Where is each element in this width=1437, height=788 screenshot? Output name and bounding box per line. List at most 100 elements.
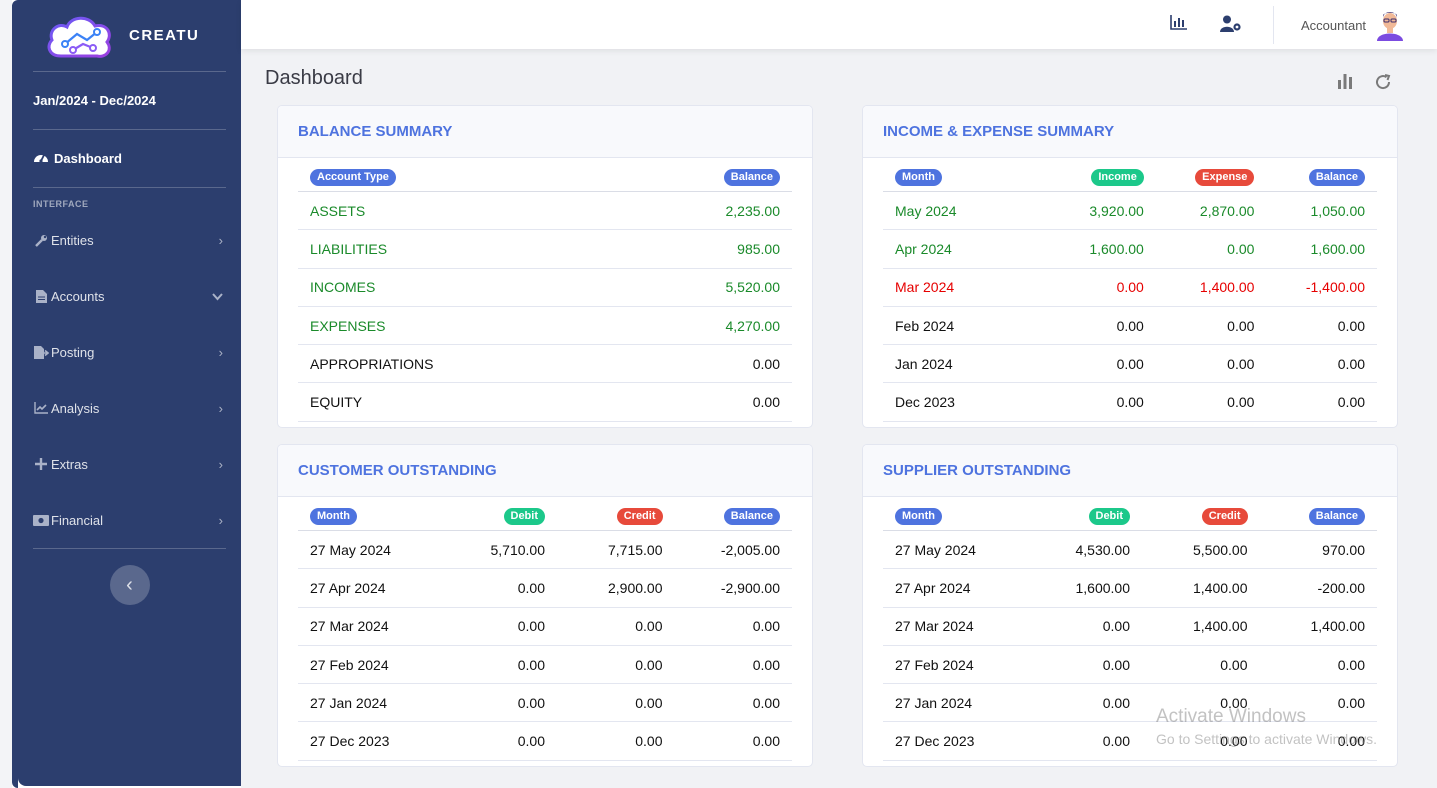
refresh-icon[interactable] [1374,73,1392,96]
avatar[interactable] [1375,9,1405,41]
table-row: 27 Mar 2024 0.00 0.00 0.00 [298,608,792,646]
window-left-border [12,0,18,788]
column-header-badge[interactable]: Month [895,508,942,525]
table-cell: 27 Feb 2024 [895,656,974,673]
table-cell: 0.00 [1337,656,1365,673]
chevron-down-icon [212,289,223,304]
table-cell: 27 Feb 2024 [310,656,389,673]
table-cell: 0.00 [635,618,663,635]
table-cell: 0.00 [517,579,545,596]
table-row: EXPENSES 4,270.00 [298,307,792,346]
table-cell: 0.00 [1102,618,1130,635]
table-row: EQUITY 0.00 [298,383,792,422]
sidebar-item-label: Extras [51,456,88,472]
card-header: SUPPLIER OUTSTANDING [863,445,1397,497]
table-cell: 5,520.00 [725,279,781,296]
card-header: CUSTOMER OUTSTANDING [278,445,812,497]
sidebar-item-label: Dashboard [54,151,122,166]
sidebar-item-extras[interactable]: Extras › [18,436,241,492]
column-header-badge[interactable]: Credit [1201,508,1248,525]
balance-summary-card: BALANCE SUMMARY Account Type Balance ASS… [277,105,813,428]
table-row: 27 Jan 2024 0.00 0.00 0.00 [298,684,792,723]
column-header-badge[interactable]: Debit [503,508,545,525]
sidebar-toggle-button[interactable]: ‹ [109,565,150,605]
sidebar-item-posting[interactable]: Posting › [18,324,241,380]
activate-windows-watermark: Activate Windows Go to Settings to activ… [1156,706,1377,747]
table-row: ASSETS 2,235.00 [298,192,792,231]
table-cell: Apr 2024 [895,240,952,257]
table-row: Dec 2023 0.00 0.00 0.00 [883,383,1377,422]
table-cell: APPROPRIATIONS [310,355,434,372]
table-row: 27 May 2024 5,710.00 7,715.00 -2,005.00 [298,531,792,570]
table-cell: 0.00 [1337,694,1365,711]
sidebar-item-entities[interactable]: Entities › [18,212,241,268]
table-row: 27 Jan 2024 0.00 0.00 0.00 [883,684,1377,723]
sidebar-item-accounts[interactable]: Accounts [18,268,241,324]
table-cell: 27 Mar 2024 [895,618,974,635]
sidebar-item-label: Accounts [51,288,105,304]
column-header-badge[interactable]: Debit [1088,508,1130,525]
chevron-right-icon: › [218,456,223,472]
table-cell: 0.00 [1102,656,1130,673]
table-cell: 1,600.00 [1075,579,1131,596]
table-cell: -200.00 [1317,579,1365,596]
table-row: APPROPRIATIONS 0.00 [298,345,792,384]
table-cell: 0.00 [1116,317,1144,334]
page-title: Dashboard [265,67,363,89]
sidebar-divider [33,187,226,188]
sidebar-item-dashboard[interactable]: Dashboard [18,130,241,187]
chevron-right-icon: › [218,400,223,416]
table-cell: 4,530.00 [1075,541,1131,558]
table-cell: 3,920.00 [1089,202,1144,219]
column-header-badge[interactable]: Month [895,169,942,186]
plus-icon [33,458,49,470]
brand[interactable]: CREATU [18,0,241,71]
table-header-row: Month Debit Credit Balance [298,497,792,531]
column-header-badge[interactable]: Expense [1195,169,1255,186]
user-settings-icon[interactable] [1220,15,1242,37]
table-cell: 27 Apr 2024 [310,579,386,596]
table-cell: 5,500.00 [1193,541,1248,558]
user-name[interactable]: Accountant [1301,18,1367,33]
table-cell: 0.00 [1116,279,1144,296]
window-left-edge [0,0,12,788]
table-cell: 0.00 [1102,694,1130,711]
table-cell: 2,900.00 [608,579,663,596]
table-row: Apr 2024 1,600.00 0.00 1,600.00 [883,230,1377,269]
table-row: 27 Apr 2024 1,600.00 1,400.00 -200.00 [883,569,1377,608]
table-cell: 0.00 [1220,733,1248,750]
sidebar-item-label: Analysis [51,400,100,416]
period-label[interactable]: Jan/2024 - Dec/2024 [33,93,156,108]
table-cell: 1,600.00 [1089,240,1144,257]
bar-chart-icon[interactable] [1337,73,1353,94]
column-header-badge[interactable]: Account Type [310,169,396,186]
table-cell: 0.00 [517,618,545,635]
column-header-badge[interactable]: Balance [1308,508,1365,525]
table-cell: 27 May 2024 [310,541,391,558]
table-cell: 0.00 [1227,317,1255,334]
table-cell: -2,900.00 [720,579,780,596]
column-header-badge[interactable]: Credit [616,508,663,525]
table-cell: 1,400.00 [1310,618,1366,635]
column-header-badge[interactable]: Month [310,508,357,525]
column-header-badge[interactable]: Balance [1308,169,1366,186]
supplier-outstanding-table: Month Debit Credit Balance 27 May 2024 4,… [883,497,1377,761]
table-row: 27 Feb 2024 0.00 0.00 0.00 [298,646,792,685]
table-cell: 0.00 [752,694,780,711]
main-content: Dashboard BALANCE SUMMARY Account Type B… [241,49,1437,788]
sidebar-item-analysis[interactable]: Analysis › [18,380,241,436]
table-cell: 0.00 [1227,355,1255,372]
table-cell: 27 Mar 2024 [310,618,389,635]
sidebar-item-financial[interactable]: Financial › [18,492,241,548]
chevron-right-icon: › [218,232,223,248]
card-title: INCOME & EXPENSE SUMMARY [883,123,1115,140]
table-cell: ASSETS [310,202,366,219]
table-cell: 0.00 [1116,355,1144,372]
bar-chart-icon[interactable] [1170,15,1187,35]
column-header-badge[interactable]: Income [1091,169,1144,186]
table-cell: 0.00 [1102,733,1130,750]
table-cell: 0.00 [1337,317,1366,334]
column-header-badge[interactable]: Balance [723,508,780,525]
column-header-badge[interactable]: Balance [723,169,780,186]
line-chart-icon [33,402,49,414]
